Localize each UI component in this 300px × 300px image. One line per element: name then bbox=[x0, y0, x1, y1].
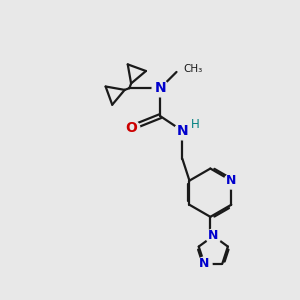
Text: O: O bbox=[125, 121, 137, 135]
Text: H: H bbox=[190, 118, 199, 131]
Text: N: N bbox=[208, 230, 218, 242]
Text: CH₃: CH₃ bbox=[183, 64, 202, 74]
Text: N: N bbox=[226, 174, 236, 187]
Text: N: N bbox=[199, 257, 209, 270]
Text: N: N bbox=[177, 124, 188, 138]
Text: N: N bbox=[154, 81, 166, 95]
